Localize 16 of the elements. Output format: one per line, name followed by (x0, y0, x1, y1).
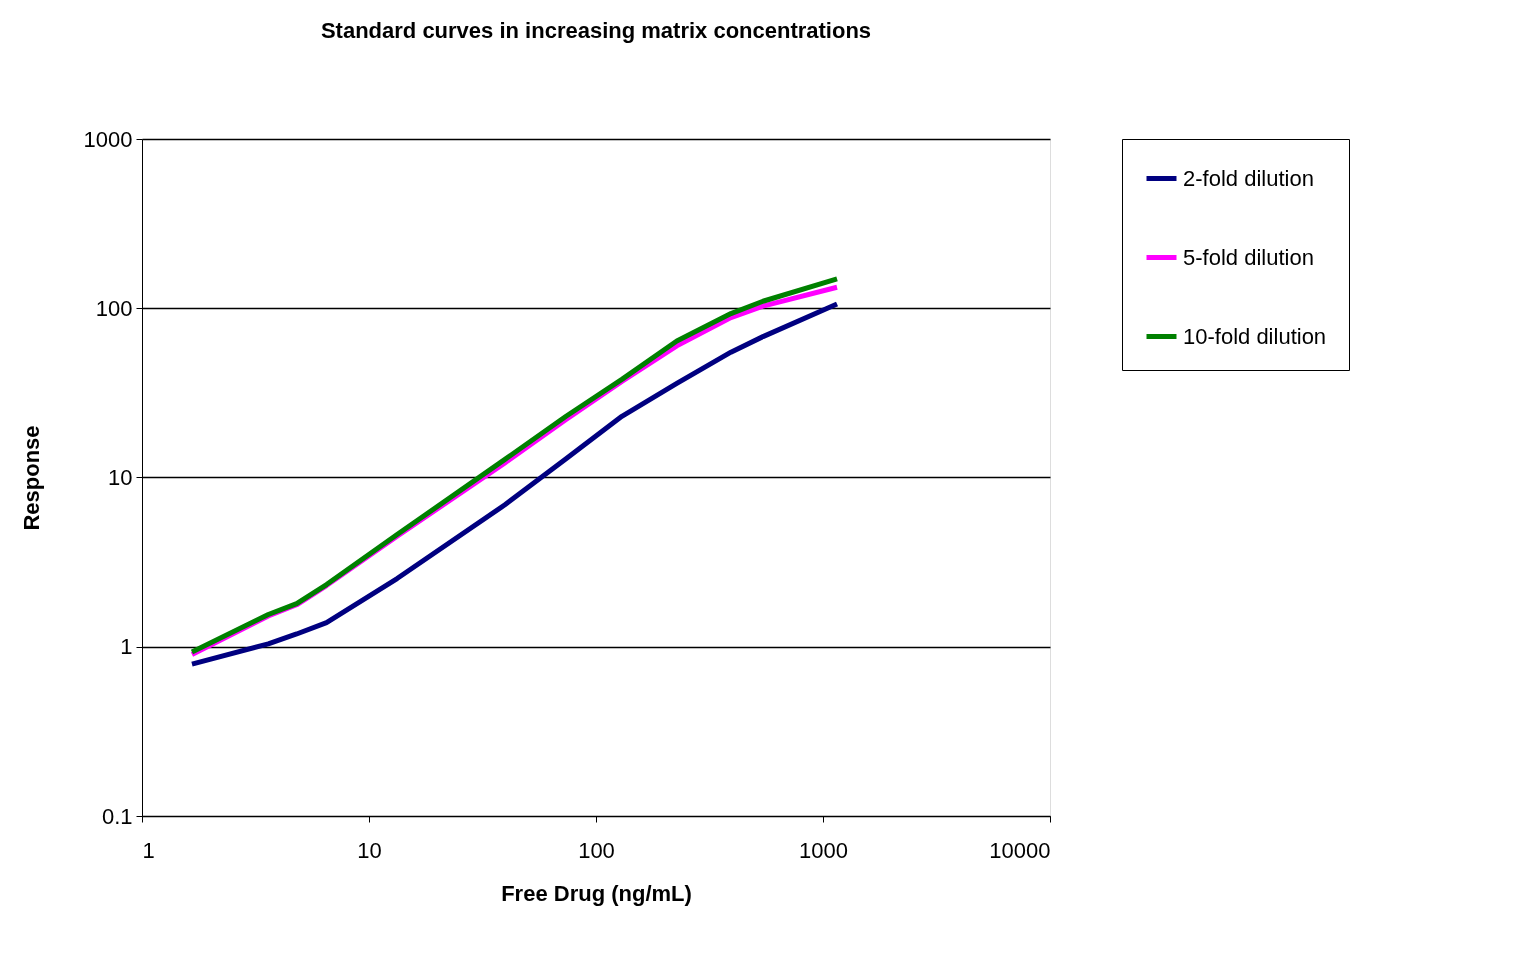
y-tick-label: 1 (120, 634, 133, 660)
legend-label: 5-fold dilution (1183, 244, 1314, 270)
x-axis-title: Free Drug (ng/mL) (501, 880, 692, 906)
y-axis-title: Response (18, 425, 44, 531)
y-tick-label: 0.1 (101, 803, 133, 829)
chart-title: Standard curves in increasing matrix concentrations (320, 18, 872, 43)
legend-label: 10-fold dilution (1183, 323, 1327, 349)
y-tick-label: 100 (95, 295, 133, 321)
x-tick-label: 10000 (989, 837, 1051, 863)
x-tick-label: 10 (357, 837, 382, 863)
x-tick-label: 100 (578, 837, 615, 863)
x-tick-label: 1 (142, 837, 155, 863)
y-tick-label: 1000 (83, 126, 133, 152)
x-tick-label: 1000 (799, 837, 848, 863)
y-tick-label: 10 (108, 465, 133, 490)
legend-label: 2-fold dilution (1183, 165, 1314, 191)
